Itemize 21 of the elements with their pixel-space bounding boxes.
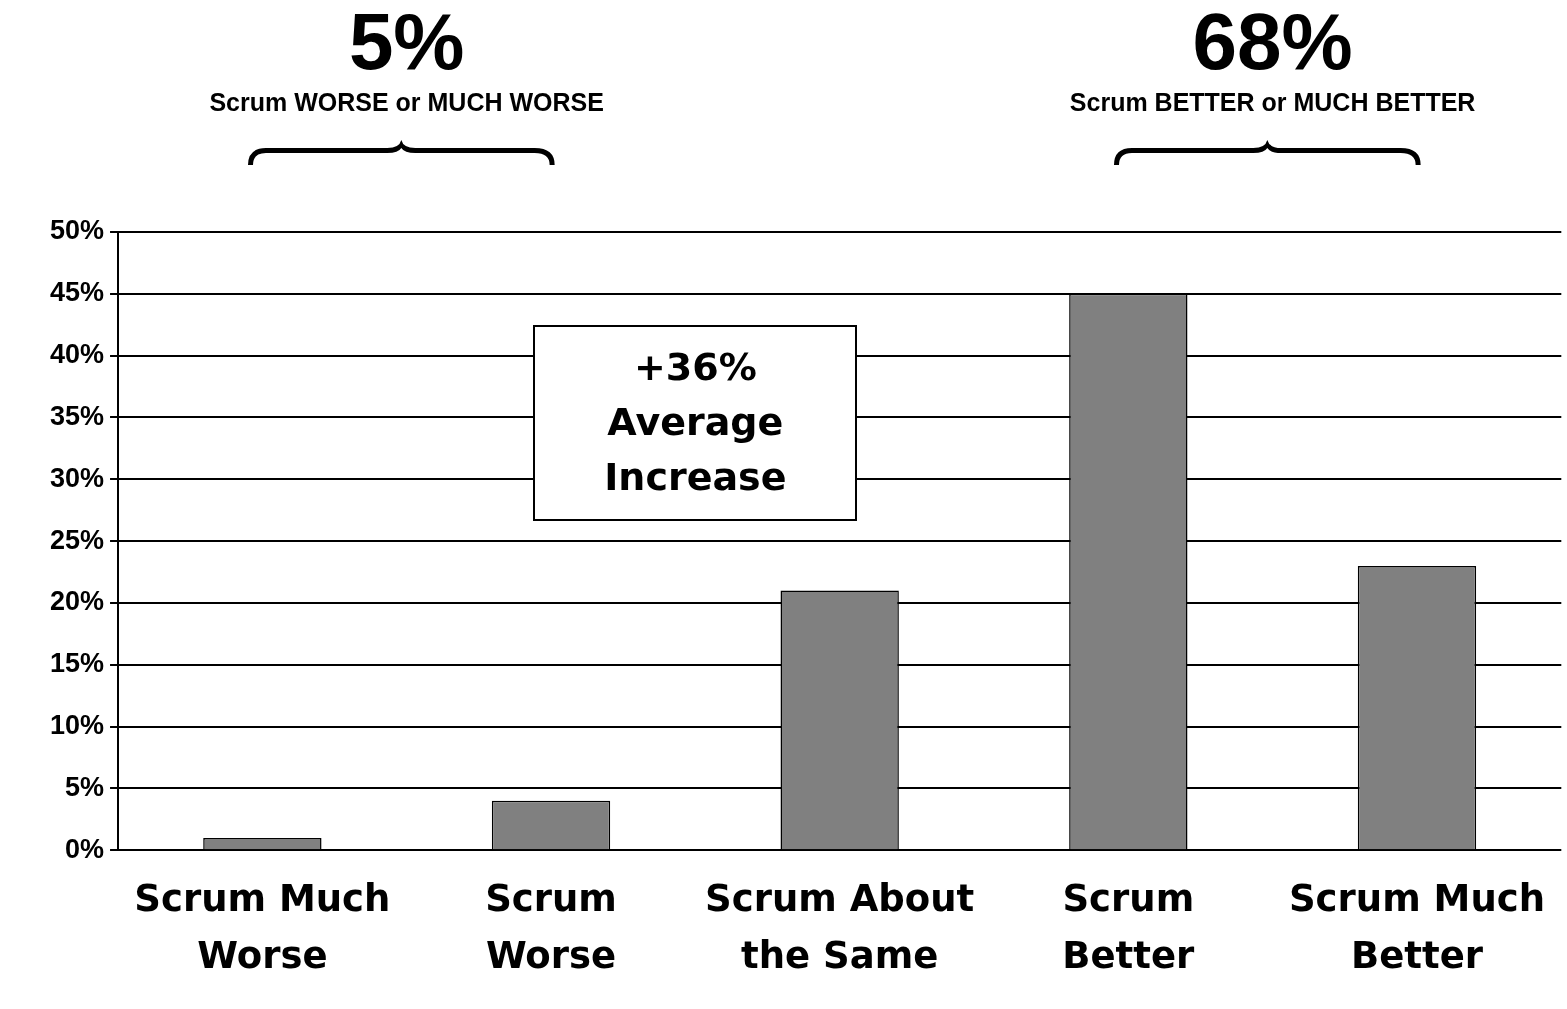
x-tick-label: Scrum About the Same <box>705 876 975 977</box>
y-tick-label: 0% <box>65 833 105 864</box>
text: Scrum BETTER or MUCH BETTER <box>1069 88 1476 117</box>
y-tick-label: 10% <box>49 710 105 741</box>
y-tick-label: 40% <box>49 339 105 370</box>
text-box: +36% Average Increase <box>533 324 858 521</box>
y-tick-label: 35% <box>49 400 105 431</box>
x-tick-label: Scrum Much Worse <box>134 876 391 977</box>
x-tick-label: Scrum Much Better <box>1288 876 1545 977</box>
y-tick-label: 20% <box>49 586 105 617</box>
y-tick-label: 5% <box>65 771 105 802</box>
y-tick-label: 30% <box>49 462 105 493</box>
x-tick-label: Scrum Better <box>1062 876 1196 977</box>
y-tick-label: 25% <box>49 524 105 555</box>
y-tick-label: 45% <box>49 277 105 308</box>
text: 68% <box>1192 0 1353 86</box>
y-tick-label: 15% <box>49 648 105 679</box>
y-tick-label: 50% <box>49 215 105 246</box>
text: Scrum WORSE or MUCH WORSE <box>209 88 604 117</box>
x-tick-label: Scrum Worse <box>485 876 617 977</box>
text: 5% <box>348 0 465 86</box>
